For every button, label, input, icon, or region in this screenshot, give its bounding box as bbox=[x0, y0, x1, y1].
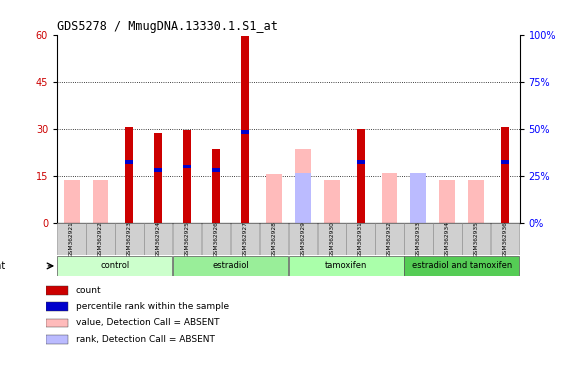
Text: tamoxifen: tamoxifen bbox=[325, 262, 367, 270]
Bar bbox=[411, 172, 427, 223]
Bar bbox=[125, 160, 134, 164]
Bar bbox=[266, 174, 282, 223]
Bar bbox=[173, 256, 288, 276]
Text: GSM362924: GSM362924 bbox=[156, 221, 161, 257]
Bar bbox=[46, 286, 67, 295]
Text: GSM362936: GSM362936 bbox=[502, 221, 508, 257]
Bar bbox=[468, 180, 484, 223]
Bar bbox=[317, 223, 346, 255]
Bar bbox=[356, 129, 365, 223]
Bar bbox=[404, 256, 519, 276]
Bar bbox=[115, 223, 143, 255]
Bar bbox=[58, 256, 172, 276]
Bar bbox=[183, 130, 191, 223]
Text: GSM362926: GSM362926 bbox=[214, 221, 219, 257]
Bar bbox=[501, 127, 509, 223]
Text: value, Detection Call = ABSENT: value, Detection Call = ABSENT bbox=[75, 318, 219, 328]
Bar bbox=[289, 256, 404, 276]
Text: GSM362928: GSM362928 bbox=[271, 221, 276, 257]
Text: GSM362934: GSM362934 bbox=[445, 221, 450, 257]
Bar bbox=[295, 149, 311, 223]
Bar bbox=[212, 149, 220, 223]
Text: GSM362929: GSM362929 bbox=[300, 221, 305, 257]
Bar bbox=[46, 335, 67, 344]
Text: rank, Detection Call = ABSENT: rank, Detection Call = ABSENT bbox=[75, 335, 215, 344]
Text: GSM362921: GSM362921 bbox=[69, 221, 74, 257]
Bar bbox=[381, 172, 397, 223]
Text: GSM362925: GSM362925 bbox=[184, 221, 190, 257]
Bar bbox=[375, 223, 404, 255]
Text: GSM362922: GSM362922 bbox=[98, 221, 103, 257]
Bar bbox=[202, 223, 230, 255]
Bar bbox=[440, 180, 455, 223]
Bar bbox=[154, 168, 162, 172]
Bar bbox=[154, 133, 162, 223]
Bar bbox=[183, 165, 191, 169]
Bar bbox=[46, 319, 67, 328]
Bar bbox=[63, 180, 79, 223]
Bar bbox=[347, 223, 375, 255]
Text: agent: agent bbox=[0, 261, 6, 271]
Text: control: control bbox=[100, 262, 130, 270]
Bar bbox=[404, 223, 433, 255]
Bar bbox=[241, 130, 249, 134]
Bar bbox=[46, 302, 67, 311]
Text: estradiol: estradiol bbox=[212, 262, 249, 270]
Bar bbox=[433, 223, 461, 255]
Bar bbox=[58, 223, 86, 255]
Text: GSM362930: GSM362930 bbox=[329, 221, 334, 257]
Text: GSM362935: GSM362935 bbox=[474, 221, 478, 257]
Text: GSM362932: GSM362932 bbox=[387, 221, 392, 257]
Bar bbox=[173, 223, 202, 255]
Bar bbox=[491, 223, 519, 255]
Bar bbox=[231, 223, 259, 255]
Bar bbox=[501, 160, 509, 164]
Text: GSM362933: GSM362933 bbox=[416, 221, 421, 257]
Text: GDS5278 / MmugDNA.13330.1.S1_at: GDS5278 / MmugDNA.13330.1.S1_at bbox=[57, 20, 278, 33]
Text: GSM362931: GSM362931 bbox=[358, 221, 363, 257]
Bar bbox=[356, 160, 365, 164]
Bar bbox=[93, 180, 108, 223]
Text: count: count bbox=[75, 286, 101, 295]
Bar bbox=[125, 127, 134, 223]
Bar bbox=[411, 174, 427, 223]
Bar bbox=[212, 168, 220, 172]
Text: estradiol and tamoxifen: estradiol and tamoxifen bbox=[412, 262, 512, 270]
Text: percentile rank within the sample: percentile rank within the sample bbox=[75, 302, 229, 311]
Text: GSM362927: GSM362927 bbox=[243, 221, 247, 257]
Bar bbox=[289, 223, 317, 255]
Bar bbox=[86, 223, 115, 255]
Bar bbox=[295, 172, 311, 223]
Bar bbox=[241, 36, 249, 223]
Bar bbox=[144, 223, 172, 255]
Bar bbox=[462, 223, 490, 255]
Text: GSM362923: GSM362923 bbox=[127, 221, 132, 257]
Bar bbox=[260, 223, 288, 255]
Bar bbox=[324, 180, 340, 223]
